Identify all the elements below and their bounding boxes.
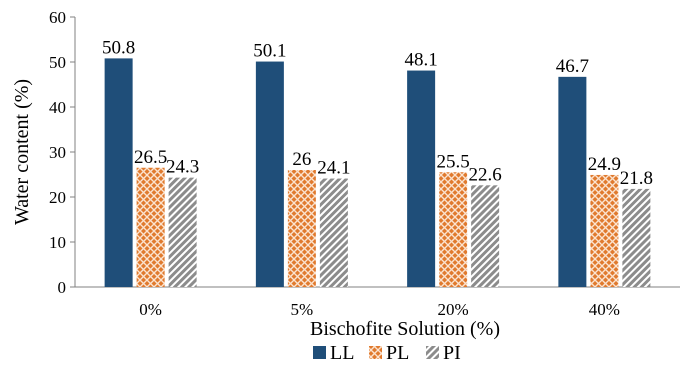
bar-pi [319, 178, 348, 287]
data-label-pl: 24.9 [588, 154, 621, 175]
data-label-ll: 46.7 [556, 56, 589, 77]
data-label-pi: 24.1 [317, 158, 350, 179]
y-tick-label: 0 [58, 278, 67, 297]
bar-pl [590, 174, 619, 287]
data-label-pl: 26 [292, 149, 311, 170]
data-label-pi: 24.3 [166, 157, 199, 178]
legend-swatch-pl [369, 346, 382, 359]
y-axis-title: Water content (%) [11, 79, 33, 225]
x-tick-label: 0% [139, 300, 162, 319]
bars [104, 58, 651, 288]
legend: LL PL PI [313, 342, 461, 364]
bar-pl [439, 172, 468, 287]
data-label-pl: 25.5 [437, 151, 470, 172]
bar-ll [255, 61, 284, 287]
bar-ll [104, 58, 133, 288]
bar-pl [287, 170, 316, 287]
y-tick-label: 20 [49, 188, 66, 207]
y-tick-label: 60 [49, 8, 66, 27]
y-tick-label: 30 [49, 143, 66, 162]
bar-pi [168, 177, 197, 287]
legend-label-ll: LL [330, 342, 354, 364]
x-tick-label: 20% [438, 300, 469, 319]
legend-swatch-ll [313, 346, 326, 359]
axes: 0 10 20 30 40 50 60 0% 5% 20% 40% [49, 8, 680, 319]
legend-swatch-pi [426, 346, 439, 359]
data-label-pi: 21.8 [620, 168, 653, 189]
x-tick-label: 40% [589, 300, 620, 319]
bar-pl [136, 167, 165, 287]
bar-pi [471, 185, 500, 287]
x-tick-label: 5% [291, 300, 314, 319]
data-label-ll: 50.1 [253, 41, 286, 62]
legend-label-pl: PL [386, 342, 409, 364]
y-tick-label: 50 [49, 53, 66, 72]
x-axis-title: Bischofite Solution (%) [310, 318, 500, 340]
data-label-ll: 48.1 [405, 50, 438, 71]
data-label-ll: 50.8 [102, 37, 135, 58]
bar-ll [407, 70, 436, 287]
legend-label-pi: PI [443, 342, 461, 364]
data-label-pi: 22.6 [469, 164, 502, 185]
bar-pi [622, 188, 651, 287]
bar-ll [558, 76, 587, 287]
data-label-pl: 26.5 [134, 147, 167, 168]
y-tick-label: 40 [49, 98, 66, 117]
data-labels: 50.8 50.1 48.1 46.7 26.5 26 25.5 24.9 24.3 24.1 22… [102, 37, 653, 189]
y-tick-label: 10 [49, 233, 66, 252]
